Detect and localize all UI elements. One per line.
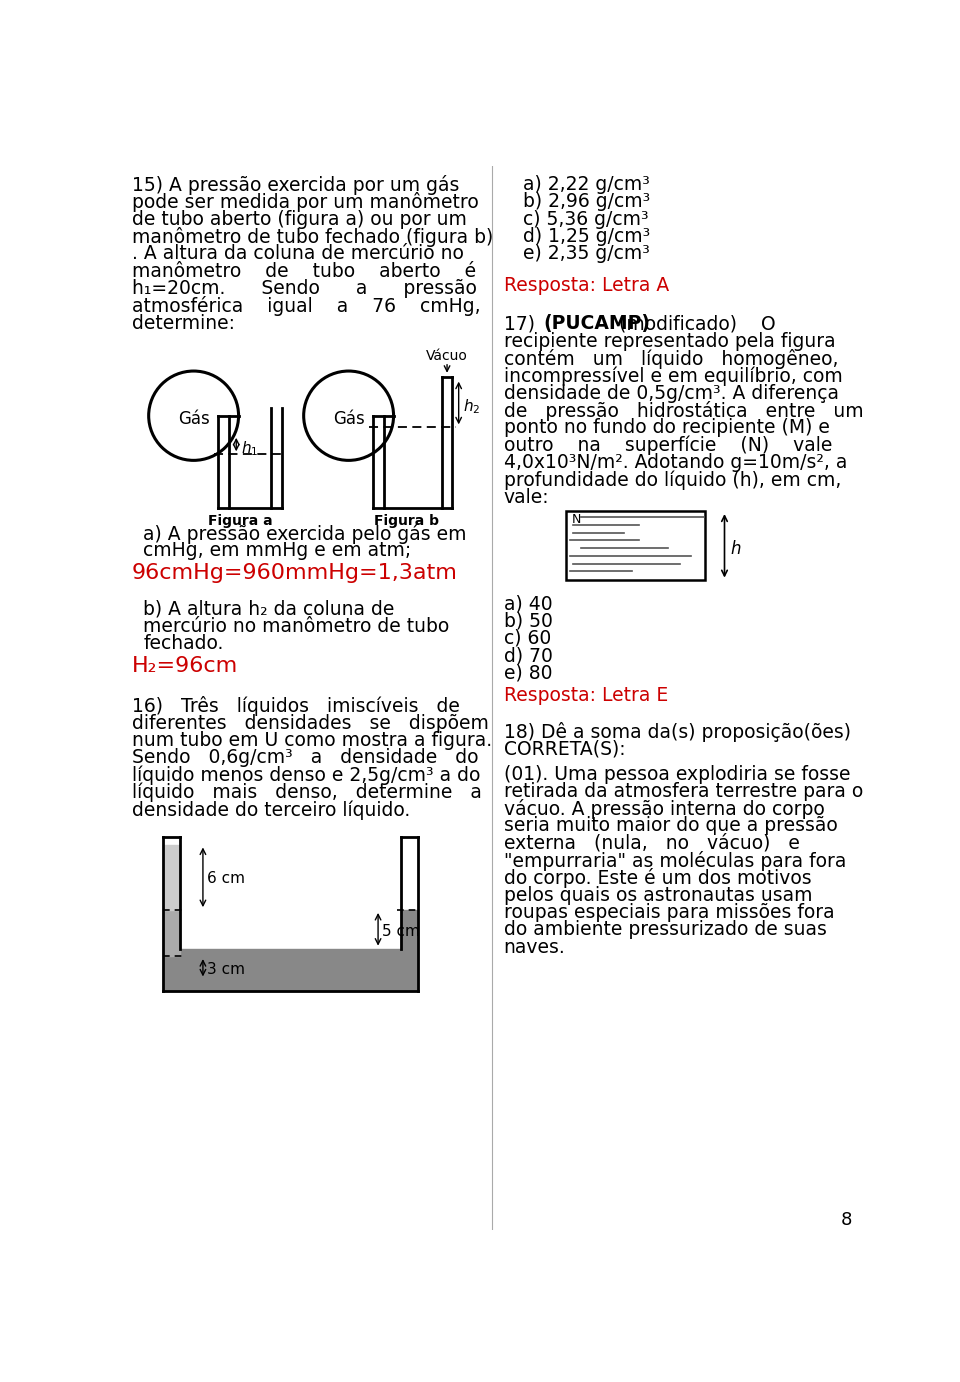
Text: pode ser medida por um manômetro: pode ser medida por um manômetro (132, 192, 478, 213)
Text: profundidade do líquido (h), em cm,: profundidade do líquido (h), em cm, (504, 470, 841, 489)
Text: ponto no fundo do recipiente (M) e: ponto no fundo do recipiente (M) e (504, 419, 829, 437)
Text: do corpo. Este é um dos motivos: do corpo. Este é um dos motivos (504, 868, 811, 889)
Text: externa   (nula,   no   vácuo)   e: externa (nula, no vácuo) e (504, 833, 800, 853)
Text: (modificado)    O: (modificado) O (595, 315, 776, 333)
Text: "empurraria" as moléculas para fora: "empurraria" as moléculas para fora (504, 851, 846, 871)
Text: c) 5,36 g/cm³: c) 5,36 g/cm³ (523, 210, 649, 229)
Text: e) 2,35 g/cm³: e) 2,35 g/cm³ (523, 245, 650, 264)
Text: a) 2,22 g/cm³: a) 2,22 g/cm³ (523, 176, 650, 193)
Text: a) 40: a) 40 (504, 594, 552, 614)
Text: (PUCAMP): (PUCAMP) (543, 315, 651, 333)
Text: 16)   Três   líquidos   imiscíveis   de: 16) Três líquidos imiscíveis de (132, 697, 460, 716)
Text: 96cmHg=960mmHg=1,3atm: 96cmHg=960mmHg=1,3atm (132, 562, 458, 583)
Text: (01). Uma pessoa explodiria se fosse: (01). Uma pessoa explodiria se fosse (504, 764, 851, 784)
Text: 8: 8 (841, 1211, 852, 1229)
Text: naves.: naves. (504, 938, 565, 956)
Text: manômetro de tubo fechado (figura b): manômetro de tubo fechado (figura b) (132, 227, 492, 247)
Text: N: N (572, 513, 581, 525)
Text: mercúrio no manômetro de tubo: mercúrio no manômetro de tubo (143, 616, 449, 636)
Text: H₂=96cm: H₂=96cm (132, 656, 238, 676)
Text: b) 50: b) 50 (504, 612, 553, 630)
Text: do ambiente pressurizado de suas: do ambiente pressurizado de suas (504, 920, 827, 940)
Text: a) A pressão exercida pelo gás em: a) A pressão exercida pelo gás em (143, 524, 467, 543)
Text: b) A altura h₂ da coluna de: b) A altura h₂ da coluna de (143, 600, 395, 618)
Text: cmHg, em mmHg e em atm;: cmHg, em mmHg e em atm; (143, 540, 412, 560)
Text: $h_1$: $h_1$ (241, 439, 258, 457)
Text: recipiente representado pela figura: recipiente representado pela figura (504, 332, 835, 351)
Text: densidade de 0,5g/cm³. A diferença: densidade de 0,5g/cm³. A diferença (504, 384, 839, 402)
Text: d) 70: d) 70 (504, 647, 553, 665)
Text: 17): 17) (504, 315, 559, 333)
Text: 18) Dê a soma da(s) proposição(ões): 18) Dê a soma da(s) proposição(ões) (504, 723, 851, 742)
Text: retirada da atmosfera terrestre para o: retirada da atmosfera terrestre para o (504, 782, 863, 800)
Text: densidade do terceiro líquido.: densidade do terceiro líquido. (132, 800, 410, 820)
Text: Gás: Gás (333, 409, 365, 427)
Text: h: h (730, 540, 740, 558)
Text: de   pressão   hidrostática   entre   um: de pressão hidrostática entre um (504, 401, 863, 422)
Text: Figura b: Figura b (374, 514, 440, 528)
Text: incompressível e em equilíbrio, com: incompressível e em equilíbrio, com (504, 366, 842, 386)
Text: Resposta: Letra A: Resposta: Letra A (504, 275, 669, 294)
Text: contém   um   líquido   homogêneo,: contém um líquido homogêneo, (504, 350, 838, 369)
Text: diferentes   densidades   se   dispõem: diferentes densidades se dispõem (132, 713, 489, 732)
Text: num tubo em U como mostra a figura.: num tubo em U como mostra a figura. (132, 731, 492, 750)
Text: 5 cm: 5 cm (382, 925, 420, 938)
Text: b) 2,96 g/cm³: b) 2,96 g/cm³ (523, 192, 650, 211)
Text: atmosférica    igual    a    76    cmHg,: atmosférica igual a 76 cmHg, (132, 296, 480, 316)
Text: 4,0x10³N/m². Adotando g=10m/s², a: 4,0x10³N/m². Adotando g=10m/s², a (504, 453, 847, 473)
Text: Resposta: Letra E: Resposta: Letra E (504, 685, 668, 705)
Text: vale:: vale: (504, 488, 549, 507)
Text: líquido   mais   denso,   determine   a: líquido mais denso, determine a (132, 784, 482, 803)
Text: 3 cm: 3 cm (206, 962, 245, 977)
Text: manômetro    de    tubo    aberto    é: manômetro de tubo aberto é (132, 261, 476, 281)
Bar (565, 511, 706, 580)
Text: $h_2$: $h_2$ (463, 397, 480, 416)
Text: fechado.: fechado. (143, 634, 224, 654)
Text: Figura a: Figura a (207, 514, 273, 528)
Text: Gás: Gás (178, 409, 209, 427)
Text: líquido menos denso e 2,5g/cm³ a do: líquido menos denso e 2,5g/cm³ a do (132, 766, 480, 785)
Text: Sendo   0,6g/cm³   a   densidade   do: Sendo 0,6g/cm³ a densidade do (132, 748, 478, 767)
Text: outro    na    superfície    (N)    vale: outro na superfície (N) vale (504, 435, 832, 455)
Text: d) 1,25 g/cm³: d) 1,25 g/cm³ (523, 227, 650, 246)
Text: pelos quais os astronautas usam: pelos quais os astronautas usam (504, 886, 812, 905)
Text: 6 cm: 6 cm (206, 871, 245, 886)
Text: c) 60: c) 60 (504, 629, 551, 648)
Text: h₁=20cm.      Sendo      a      pressão: h₁=20cm. Sendo a pressão (132, 279, 476, 299)
Bar (565, 511, 706, 580)
Text: determine:: determine: (132, 314, 234, 333)
Text: 15) A pressão exercida por um gás: 15) A pressão exercida por um gás (132, 176, 459, 195)
Text: vácuo. A pressão interna do corpo: vácuo. A pressão interna do corpo (504, 799, 825, 820)
Text: seria muito maior do que a pressão: seria muito maior do que a pressão (504, 817, 837, 836)
Text: roupas especiais para missões fora: roupas especiais para missões fora (504, 902, 834, 922)
Text: de tubo aberto (figura a) ou por um: de tubo aberto (figura a) ou por um (132, 210, 467, 229)
Text: . A altura da coluna de mercúrio no: . A altura da coluna de mercúrio no (132, 245, 464, 264)
Text: Vácuo: Vácuo (426, 348, 468, 362)
Text: CORRETA(S):: CORRETA(S): (504, 739, 625, 759)
Text: e) 80: e) 80 (504, 663, 552, 683)
